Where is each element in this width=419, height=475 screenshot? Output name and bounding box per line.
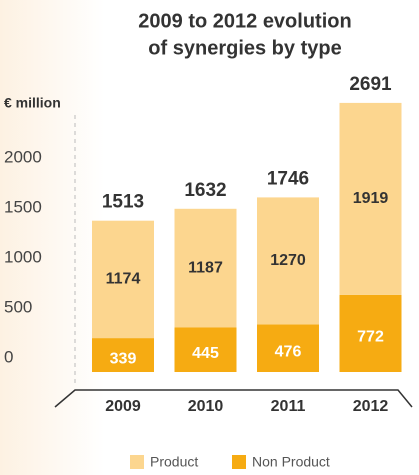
chart-title: of synergies by type xyxy=(148,37,341,59)
y-axis-label: € million xyxy=(4,95,61,111)
bar-segment xyxy=(257,324,319,372)
base-line xyxy=(54,389,413,408)
data-label: 445 xyxy=(192,345,219,362)
x-tick-label: 2012 xyxy=(353,398,389,415)
bar-segment xyxy=(257,197,319,325)
bar-segment xyxy=(174,208,237,328)
x-tick-label: 2010 xyxy=(188,398,224,415)
data-label: 1174 xyxy=(106,271,141,288)
bar-segment xyxy=(92,220,154,339)
total-label: 1632 xyxy=(184,180,226,201)
y-tick-label: 1000 xyxy=(4,247,42,266)
data-label: 339 xyxy=(110,350,137,367)
bar-segment xyxy=(339,102,402,295)
data-label: 1270 xyxy=(270,252,306,269)
data-label: 476 xyxy=(275,343,302,360)
total-label: 2691 xyxy=(349,74,392,95)
y-tick-label: 1500 xyxy=(4,197,42,216)
bar-segment xyxy=(92,338,154,372)
legend-label: Product xyxy=(150,454,198,470)
legend-label: Non Product xyxy=(252,454,330,470)
x-tick-label: 2009 xyxy=(105,398,141,415)
x-tick-label: 2011 xyxy=(271,398,306,415)
y-tick-label: 2000 xyxy=(4,147,42,166)
total-label: 1513 xyxy=(102,192,144,213)
legend-swatch xyxy=(130,455,144,469)
y-tick-label: 500 xyxy=(4,297,32,316)
total-label: 1746 xyxy=(267,168,309,189)
legend-swatch xyxy=(232,455,246,469)
data-label: 772 xyxy=(357,329,384,346)
data-label: 1919 xyxy=(353,190,389,207)
data-label: 1187 xyxy=(188,259,223,276)
y-tick-label: 0 xyxy=(4,347,13,366)
chart-title: 2009 to 2012 evolution xyxy=(138,10,351,32)
bar-segment xyxy=(339,294,402,372)
bar-segment xyxy=(174,327,237,372)
